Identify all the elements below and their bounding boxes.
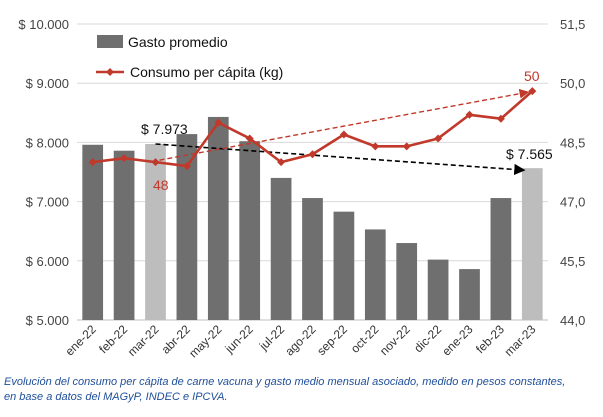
bar bbox=[207, 116, 229, 320]
annotation-bar-end: $ 7.565 bbox=[506, 146, 553, 162]
bar bbox=[396, 243, 418, 320]
left-tick-label: $ 6.000 bbox=[26, 254, 69, 269]
right-tick-label: 47,0 bbox=[560, 195, 585, 210]
consumo-marker bbox=[151, 158, 160, 167]
category-label: jun-22 bbox=[222, 322, 256, 356]
right-tick-label: 51,5 bbox=[560, 17, 585, 32]
category-label: feb-23 bbox=[473, 322, 507, 356]
consumo-marker bbox=[277, 158, 286, 167]
category-label: dic-22 bbox=[411, 322, 444, 355]
consumo-marker bbox=[528, 87, 537, 96]
right-tick-label: 45,5 bbox=[560, 254, 585, 269]
right-tick-label: 44,0 bbox=[560, 313, 585, 328]
category-label: oct-22 bbox=[348, 322, 382, 356]
bar bbox=[333, 211, 355, 320]
left-tick-label: $ 8.000 bbox=[26, 135, 69, 150]
category-label: mar-22 bbox=[125, 322, 162, 359]
consumo-marker bbox=[371, 142, 380, 151]
consumo-marker bbox=[245, 134, 254, 143]
combo-chart: $ 5.000 $ 6.000 $ 7.000 $ 8.000 $ 9.000 $ 10.… bbox=[18, 17, 585, 360]
bar bbox=[270, 177, 292, 320]
left-tick-label: $ 10.000 bbox=[18, 17, 69, 32]
category-label: ene-23 bbox=[439, 322, 476, 359]
bar bbox=[239, 141, 261, 320]
legend-label-gasto: Gasto promedio bbox=[128, 34, 228, 50]
bar bbox=[176, 134, 198, 320]
bar bbox=[145, 143, 166, 320]
bar bbox=[490, 198, 512, 320]
category-label: may-22 bbox=[186, 322, 224, 360]
left-tick-label: $ 9.000 bbox=[26, 76, 69, 91]
left-axis: $ 5.000 $ 6.000 $ 7.000 $ 8.000 $ 9.000 $ 10.… bbox=[18, 17, 69, 328]
category-label: nov-22 bbox=[377, 322, 413, 358]
consumo-marker bbox=[465, 110, 474, 119]
trend-arrow-consumo bbox=[159, 88, 530, 161]
left-tick-label: $ 5.000 bbox=[26, 313, 69, 328]
legend-label-consumo: Consumo per cápita (kg) bbox=[130, 64, 283, 80]
right-tick-label: 50,0 bbox=[560, 76, 585, 91]
bar bbox=[521, 168, 543, 320]
consumo-marker bbox=[402, 142, 411, 151]
figure-caption: Evolución del consumo per cápita de carn… bbox=[4, 375, 600, 405]
bar bbox=[427, 259, 449, 320]
trend-arrow-gasto bbox=[155, 143, 526, 176]
category-label: ago-22 bbox=[282, 322, 319, 359]
trend-arrows bbox=[155, 88, 530, 176]
annotation-line-end: 50 bbox=[524, 68, 540, 84]
right-tick-label: 48,5 bbox=[560, 135, 585, 150]
consumo-marker bbox=[339, 130, 348, 139]
consumo-marker bbox=[308, 150, 317, 159]
caption-line-1: Evolución del consumo per cápita de carn… bbox=[4, 376, 566, 388]
consumo-marker bbox=[88, 158, 97, 167]
annotation-bar-start: $ 7.973 bbox=[141, 121, 188, 137]
bar-series-gasto-promedio bbox=[82, 116, 543, 320]
line-series-consumo bbox=[88, 87, 537, 171]
legend-bar-swatch bbox=[97, 35, 123, 48]
consumo-marker bbox=[120, 154, 129, 163]
legend-line-marker bbox=[106, 68, 114, 76]
legend: Gasto promedio Consumo per cápita (kg) bbox=[96, 34, 283, 80]
left-tick-label: $ 7.000 bbox=[26, 195, 69, 210]
annotation-line-start: 48 bbox=[153, 177, 169, 193]
consumo-marker bbox=[496, 114, 505, 123]
category-label: sep-22 bbox=[314, 322, 350, 358]
category-label: feb-22 bbox=[96, 322, 130, 356]
bar bbox=[113, 150, 135, 320]
category-label: mar-23 bbox=[502, 322, 539, 359]
bar bbox=[364, 229, 386, 320]
consumo-marker bbox=[214, 118, 223, 127]
consumo-marker bbox=[434, 134, 443, 143]
bar bbox=[302, 198, 323, 320]
consumo-marker bbox=[182, 162, 191, 171]
bar bbox=[82, 144, 104, 320]
bar bbox=[459, 269, 480, 320]
caption-line-2: en base a datos del MAGyP, INDEC e IPCVA… bbox=[4, 391, 228, 403]
right-axis: 44,0 45,5 47,0 48,5 50,0 51,5 bbox=[560, 17, 585, 328]
